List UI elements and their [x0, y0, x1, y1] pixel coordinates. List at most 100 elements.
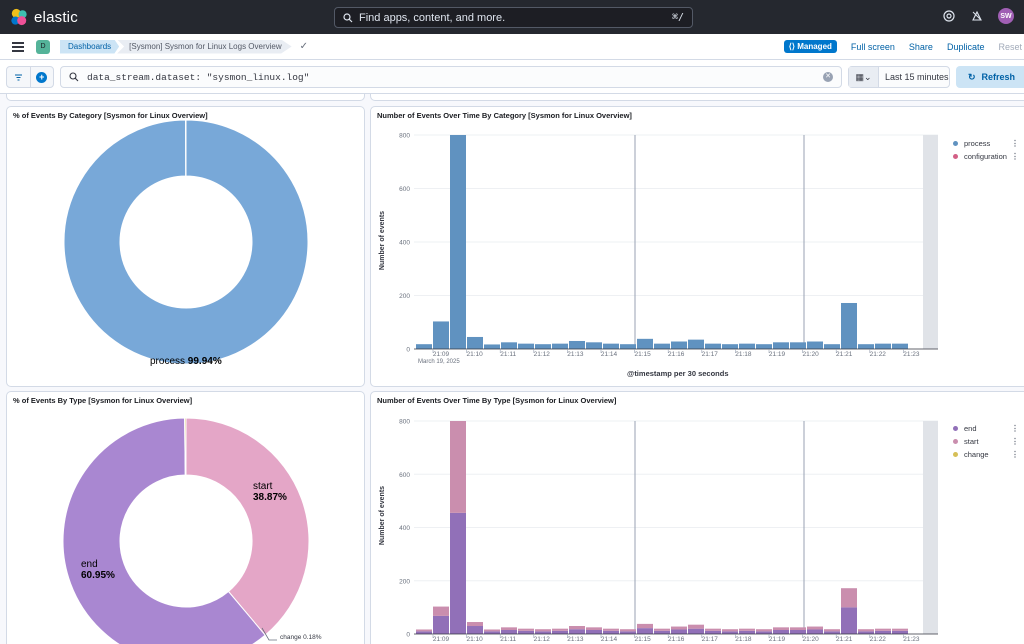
bar-end[interactable] [416, 631, 432, 634]
bar-process[interactable] [450, 135, 466, 349]
bar-end[interactable] [858, 631, 874, 634]
bar-start[interactable] [552, 628, 568, 631]
bar-end[interactable] [433, 615, 449, 634]
bar-end[interactable] [603, 630, 619, 634]
donut-slice-end[interactable] [62, 417, 266, 644]
bar-end[interactable] [518, 630, 534, 634]
bar-start[interactable] [858, 629, 874, 632]
filter-menu-button[interactable] [7, 67, 30, 87]
bar-process[interactable] [603, 343, 619, 349]
bar-end[interactable] [773, 630, 789, 634]
bar-end[interactable] [892, 630, 908, 634]
bar-process[interactable] [688, 339, 704, 349]
bar-end[interactable] [756, 631, 772, 634]
bar-end[interactable] [450, 512, 466, 634]
legend-item-configuration[interactable]: configuration ⋮ [953, 150, 1019, 163]
bar-process[interactable] [501, 342, 517, 349]
bar-process[interactable] [773, 342, 789, 349]
refresh-button[interactable]: ↻ Refresh [956, 66, 1024, 88]
bar-end[interactable] [654, 630, 670, 634]
bar-start[interactable] [654, 628, 670, 631]
bar-start[interactable] [773, 627, 789, 631]
bar-end[interactable] [705, 630, 721, 634]
bar-end[interactable] [484, 631, 500, 634]
bar-start[interactable] [705, 628, 721, 631]
bar-start[interactable] [450, 421, 466, 513]
bar-process[interactable] [637, 338, 653, 349]
clear-query-icon[interactable]: ✕ [823, 72, 833, 82]
bar-start[interactable] [501, 627, 517, 631]
bar-start[interactable] [484, 629, 500, 632]
category-histogram-chart[interactable]: 0 200 400 600 800 21:09 21:10 21:11 21:12 21:13 21… [371, 107, 1024, 387]
bar-start[interactable] [433, 606, 449, 616]
bar-end[interactable] [569, 629, 585, 634]
kql-query-input[interactable]: data_stream.dataset: "sysmon_linux.log" … [60, 66, 842, 88]
bar-start[interactable] [790, 627, 806, 631]
legend-menu-icon[interactable]: ⋮ [1011, 152, 1019, 161]
bar-start[interactable] [416, 629, 432, 632]
bar-start[interactable] [824, 629, 840, 632]
bar-end[interactable] [875, 630, 891, 634]
bar-start[interactable] [620, 629, 636, 632]
bar-end[interactable] [552, 630, 568, 634]
category-donut-chart[interactable] [7, 107, 365, 387]
bar-process[interactable] [433, 321, 449, 349]
bar-process[interactable] [484, 344, 500, 349]
bar-process[interactable] [807, 341, 823, 349]
bar-process[interactable] [467, 336, 483, 349]
calendar-icon[interactable]: ▦⌄ [849, 67, 879, 87]
donut-slice-change[interactable] [184, 417, 187, 476]
bar-start[interactable] [518, 628, 534, 631]
type-donut-chart[interactable] [7, 392, 365, 644]
breadcrumb-dashboards[interactable]: Dashboards [60, 39, 120, 54]
duplicate-button[interactable]: Duplicate [946, 41, 985, 52]
legend-menu-icon[interactable]: ⋮ [1011, 450, 1019, 459]
bar-start[interactable] [875, 628, 891, 631]
date-picker[interactable]: ▦⌄ Last 15 minutes [848, 66, 950, 88]
legend-item-end[interactable]: end ⋮ [953, 422, 1019, 435]
news-feed-icon[interactable] [970, 9, 984, 23]
bar-start[interactable] [739, 628, 755, 631]
bar-start[interactable] [569, 626, 585, 630]
bar-start[interactable] [841, 588, 857, 608]
bar-process[interactable] [892, 343, 908, 349]
bar-process[interactable] [705, 343, 721, 349]
bar-process[interactable] [739, 343, 755, 349]
bar-end[interactable] [688, 628, 704, 634]
bar-start[interactable] [637, 623, 653, 629]
legend-menu-icon[interactable]: ⋮ [1011, 139, 1019, 148]
bar-end[interactable] [501, 630, 517, 634]
bar-start[interactable] [688, 624, 704, 629]
user-avatar[interactable]: SW [998, 8, 1014, 24]
bar-start[interactable] [807, 626, 823, 630]
bar-end[interactable] [620, 631, 636, 634]
bar-process[interactable] [569, 340, 585, 349]
bar-process[interactable] [722, 344, 738, 349]
bar-end[interactable] [739, 630, 755, 634]
bar-start[interactable] [722, 629, 738, 632]
reset-button[interactable]: Reset [998, 41, 1022, 52]
legend-menu-icon[interactable]: ⋮ [1011, 424, 1019, 433]
legend-item-start[interactable]: start ⋮ [953, 435, 1019, 448]
bar-end[interactable] [807, 629, 823, 634]
legend-item-change[interactable]: change ⋮ [953, 448, 1019, 461]
bar-end[interactable] [841, 607, 857, 634]
donut-slice-start[interactable] [185, 417, 310, 636]
bar-end[interactable] [790, 630, 806, 634]
bar-start[interactable] [467, 622, 483, 627]
bar-start[interactable] [756, 629, 772, 632]
bar-start[interactable] [671, 626, 687, 630]
bar-process[interactable] [654, 343, 670, 349]
managed-badge[interactable]: ⟨⟩ Managed [783, 40, 837, 53]
menu-toggle-icon[interactable] [12, 41, 24, 52]
bar-end[interactable] [535, 631, 551, 634]
global-search-input[interactable]: Find apps, content, and more. ⌘/ [334, 7, 693, 28]
bar-process[interactable] [586, 342, 602, 349]
bar-process[interactable] [416, 344, 432, 349]
bar-start[interactable] [892, 628, 908, 631]
bar-process[interactable] [790, 342, 806, 349]
bar-process[interactable] [841, 302, 857, 349]
bar-process[interactable] [552, 343, 568, 349]
bar-process[interactable] [671, 341, 687, 349]
bar-end[interactable] [671, 629, 687, 634]
